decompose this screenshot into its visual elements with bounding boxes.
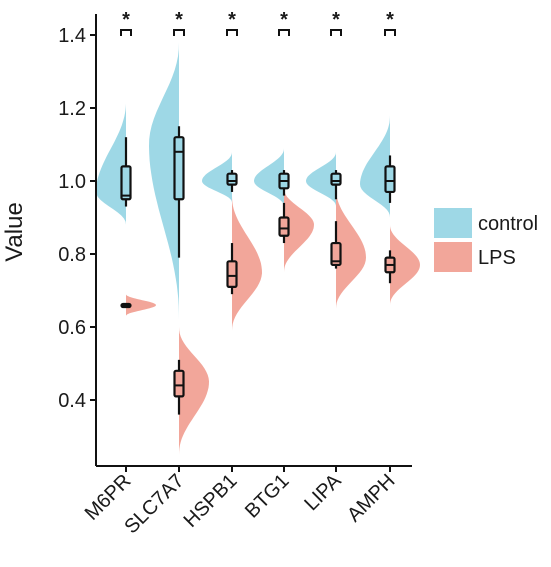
box	[278, 216, 290, 237]
boxplot-control-hspb1	[226, 170, 238, 192]
boxplot-control-btg1	[278, 170, 290, 196]
significance-star-hspb1: *	[228, 9, 236, 31]
violin-lps-btg1	[284, 188, 314, 273]
box	[173, 369, 185, 398]
y-axis: 0.4 0.6 0.8 1.0 1.2 1.4	[58, 14, 97, 466]
boxplot-lps-btg1	[278, 202, 290, 244]
significance-star-lipa: *	[332, 9, 340, 31]
boxplot-control-m6pr	[120, 137, 132, 207]
y-tick-label: 0.6	[58, 317, 86, 339]
y-tick-label: 1.4	[58, 25, 86, 47]
violin-control-btg1	[254, 148, 284, 207]
boxplot-lps-hspb1	[226, 243, 238, 295]
violin-lps-lipa	[336, 188, 366, 309]
y-tick-label: 0.8	[58, 244, 86, 266]
boxplot-lps-m6pr	[120, 302, 132, 309]
x-tick-label-btg1: BTG1	[241, 470, 294, 523]
violin-control-amph	[360, 115, 390, 218]
significance-star-slc7a7: *	[175, 9, 183, 31]
boxplot-lps-slc7a7	[173, 359, 185, 415]
boxplot-control-lipa	[330, 170, 342, 200]
violin-lps-slc7a7	[179, 327, 209, 455]
legend-label-control: control	[478, 213, 538, 235]
x-tick-label-lipa: LIPA	[300, 470, 346, 516]
box	[330, 241, 342, 267]
y-tick-label: 0.4	[58, 390, 86, 412]
plot-area: * * * * * *	[96, 9, 420, 455]
legend-swatch-lps	[434, 242, 472, 272]
legend-label-lps: LPS	[478, 247, 516, 269]
legend-swatch-control	[434, 208, 472, 238]
y-tick-label: 1.2	[58, 98, 86, 120]
violin-lps-m6pr	[126, 294, 156, 317]
violin-control-m6pr	[96, 100, 126, 225]
violin-lps-hspb1	[232, 195, 262, 331]
box	[330, 172, 342, 186]
significance-bracket-slc7a7	[173, 29, 185, 36]
significance-bracket-hspb1	[226, 29, 238, 36]
x-tick-label-hspb1: HSPB1	[180, 470, 242, 532]
significance-star-amph: *	[386, 9, 394, 31]
box	[226, 172, 238, 186]
violin-control-slc7a7	[149, 42, 179, 320]
significance-bracket-btg1	[278, 29, 290, 36]
box	[173, 136, 185, 201]
violin-control-hspb1	[202, 151, 232, 203]
x-tick-label-amph: AMPH	[343, 470, 399, 526]
box	[226, 260, 238, 288]
boxplot-lps-lipa	[330, 221, 342, 269]
boxplot-lps-amph	[384, 250, 396, 284]
significance-star-btg1: *	[280, 9, 288, 31]
significance-bracket-m6pr	[120, 29, 132, 36]
box	[120, 165, 132, 201]
significance-bracket-amph	[384, 29, 396, 36]
legend: control LPS	[434, 208, 538, 272]
y-tick-label: 1.0	[58, 171, 86, 193]
violin-lps-amph	[390, 224, 420, 306]
significance-star-m6pr: *	[122, 9, 130, 31]
violin-control-lipa	[306, 151, 336, 207]
boxplot-control-slc7a7	[173, 126, 185, 258]
x-tick-label-slc7a7: SLC7A7	[120, 470, 188, 538]
y-axis-title: Value	[1, 202, 28, 262]
boxplot-control-amph	[384, 155, 396, 203]
box	[384, 165, 396, 194]
significance-bracket-lipa	[330, 29, 342, 36]
